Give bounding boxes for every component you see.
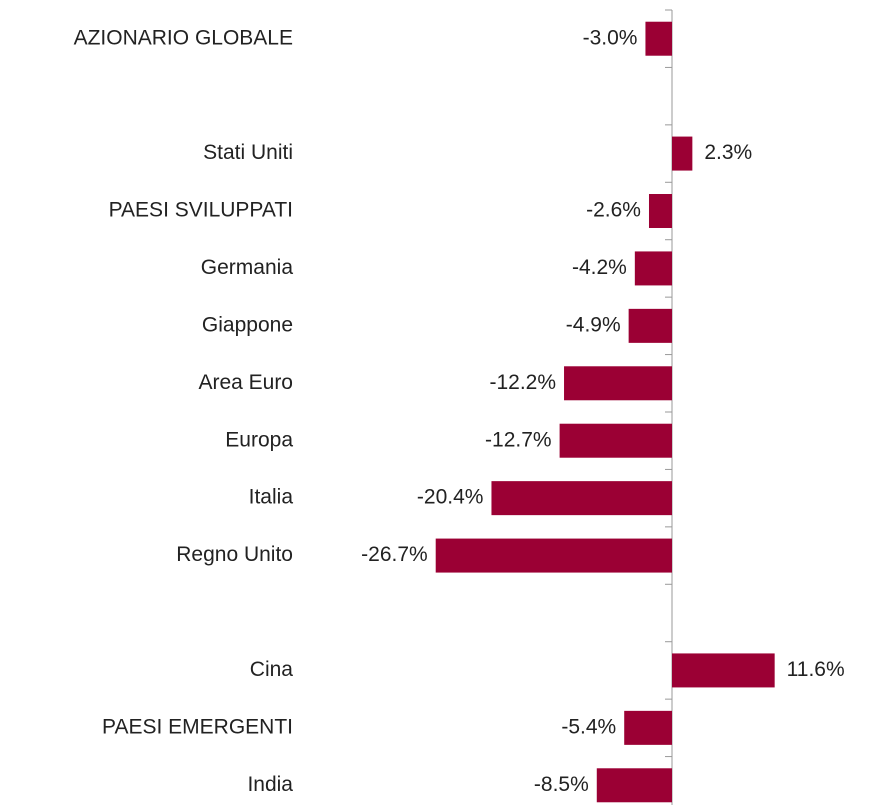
bar bbox=[645, 21, 672, 56]
category-label: Area Euro bbox=[198, 371, 293, 394]
category-label: PAESI EMERGENTI bbox=[102, 715, 293, 738]
category-label: Stati Uniti bbox=[203, 141, 293, 164]
category-label: Regno Unito bbox=[176, 543, 293, 566]
value-label: -26.7% bbox=[361, 543, 428, 566]
value-label: -4.2% bbox=[572, 256, 627, 279]
value-label: -5.4% bbox=[561, 715, 616, 738]
category-label: India bbox=[247, 773, 293, 796]
bar bbox=[634, 251, 672, 286]
value-label: -20.4% bbox=[417, 486, 484, 509]
category-label: AZIONARIO GLOBALE bbox=[74, 26, 293, 49]
bar bbox=[648, 194, 672, 228]
bar bbox=[624, 710, 672, 745]
bar bbox=[435, 538, 672, 573]
value-label: -8.5% bbox=[534, 773, 589, 796]
category-label: Europa bbox=[225, 428, 293, 451]
value-label: -3.0% bbox=[583, 26, 638, 49]
bar bbox=[564, 366, 672, 401]
bar bbox=[596, 768, 672, 803]
value-label: -12.2% bbox=[489, 371, 556, 394]
value-label: -12.7% bbox=[485, 428, 552, 451]
value-label: -4.9% bbox=[566, 313, 621, 336]
category-label: Cina bbox=[250, 658, 294, 681]
bar bbox=[491, 481, 672, 516]
bar bbox=[672, 653, 775, 688]
category-label: PAESI SVILUPPATI bbox=[109, 199, 293, 222]
bar bbox=[628, 308, 672, 343]
category-label: Germania bbox=[201, 256, 294, 279]
value-label: 11.6% bbox=[787, 658, 845, 681]
value-label: 2.3% bbox=[704, 141, 752, 164]
category-label: Giappone bbox=[202, 313, 293, 336]
bar bbox=[559, 423, 672, 458]
category-label: Italia bbox=[249, 486, 294, 509]
bar bbox=[672, 136, 693, 171]
value-label: -2.6% bbox=[586, 199, 641, 222]
